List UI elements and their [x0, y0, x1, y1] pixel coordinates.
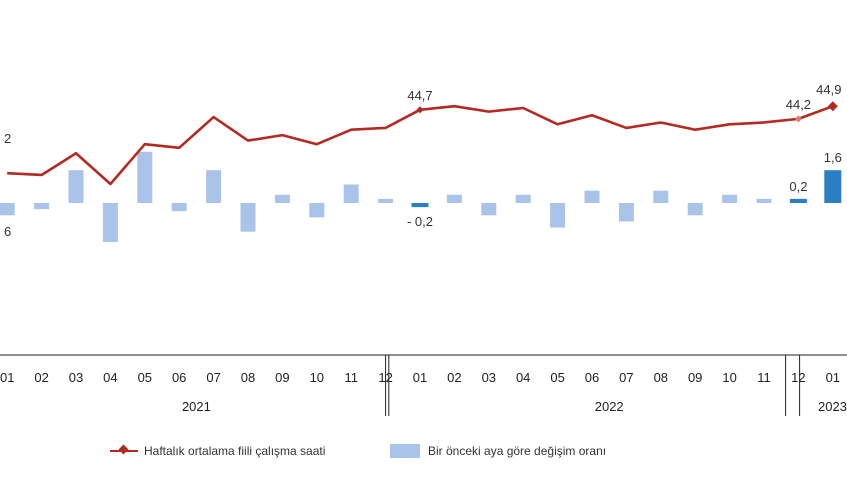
bar-16	[550, 203, 566, 228]
data-label-1: 6	[4, 224, 11, 239]
bar-0	[0, 203, 15, 216]
data-label-0: 2	[4, 131, 11, 146]
bar-23	[789, 198, 807, 203]
bar-19	[653, 190, 669, 203]
x-tick-label-17: 06	[585, 370, 599, 385]
x-tick-label-21: 10	[722, 370, 736, 385]
line-point-23	[794, 115, 802, 123]
x-tick-label-20: 09	[688, 370, 702, 385]
x-tick-label-12: 01	[413, 370, 427, 385]
bar-9	[309, 203, 325, 218]
x-tick-label-19: 08	[654, 370, 668, 385]
x-tick-label-2: 03	[69, 370, 83, 385]
legend-bar-swatch	[390, 444, 420, 458]
year-label-2023: 2023	[818, 399, 847, 414]
x-tick-label-6: 07	[206, 370, 220, 385]
x-tick-label-1: 02	[34, 370, 48, 385]
year-label-2021: 2021	[182, 399, 211, 414]
line-series	[7, 101, 838, 186]
bar-8	[274, 194, 290, 203]
x-tick-label-9: 10	[310, 370, 324, 385]
chart-area: 2 6 44,7 - 0,2 44,2 0,2 44,9 1,6 01 02 03 04 05 06 07…	[0, 82, 847, 416]
legend-label-line: Haftalık ortalama fiili çalışma saati	[144, 444, 326, 458]
bar-11	[378, 198, 394, 203]
x-tick-label-18: 07	[619, 370, 633, 385]
data-label-4: 44,2	[786, 97, 811, 112]
bar-15	[515, 194, 531, 203]
bar-5	[171, 203, 187, 212]
bar-21	[722, 194, 738, 203]
x-tick-label-16: 05	[550, 370, 564, 385]
x-tick-label-3: 04	[103, 370, 117, 385]
bar-20	[687, 203, 703, 216]
x-tick-label-14: 03	[482, 370, 496, 385]
legend-label-bar: Bir önceki aya göre değişim oranı	[428, 444, 607, 458]
x-tick-label-15: 04	[516, 370, 530, 385]
bar-14	[481, 203, 497, 216]
bar-12	[411, 203, 429, 208]
x-tick-label-7: 08	[241, 370, 255, 385]
x-tick-label-10: 11	[344, 370, 358, 385]
line-point-12	[416, 106, 424, 114]
bar-6	[206, 170, 222, 203]
x-tick-label-5: 06	[172, 370, 186, 385]
line-point-24	[827, 101, 838, 112]
data-label-6: 44,9	[816, 82, 841, 97]
x-tick-label-23: 12	[791, 370, 805, 385]
data-label-5: 0,2	[789, 179, 807, 194]
x-tick-label-24: 01	[826, 370, 840, 385]
year-label-2022: 2022	[595, 399, 624, 414]
bar-series	[0, 151, 842, 242]
bar-24	[824, 170, 842, 203]
line-path	[7, 104, 834, 186]
x-tick-label-22: 11	[757, 370, 771, 385]
data-labels: 2 6 44,7 - 0,2 44,2 0,2 44,9 1,6	[4, 82, 842, 239]
legend-diamond-icon	[118, 444, 129, 455]
bar-7	[240, 203, 256, 232]
bar-22	[756, 198, 772, 203]
bar-10	[343, 184, 359, 203]
data-label-2: 44,7	[407, 88, 432, 103]
x-tick-label-4: 05	[138, 370, 152, 385]
bar-17	[584, 190, 600, 203]
bar-2	[68, 170, 84, 203]
x-tick-label-8: 09	[275, 370, 289, 385]
bar-1	[34, 203, 50, 210]
bar-18	[618, 203, 634, 222]
data-label-3: - 0,2	[407, 214, 433, 229]
x-tick-label-13: 02	[447, 370, 461, 385]
bar-4	[137, 151, 153, 203]
data-label-7: 1,6	[824, 150, 842, 165]
bar-13	[446, 194, 462, 203]
legend-item-bar: Bir önceki aya göre değişim oranı	[390, 444, 606, 458]
legend-item-line: Haftalık ortalama fiili çalışma saati	[110, 444, 325, 458]
legend-line-swatch	[110, 444, 138, 455]
x-axis: 01 02 03 04 05 06 07 08 09 10 11 12 01 02 03 04 05 06 07 08…	[0, 354, 847, 416]
x-tick-label-0: 01	[0, 370, 14, 385]
bar-3	[102, 203, 118, 242]
legend: Haftalık ortalama fiili çalışma saati Bi…	[0, 444, 847, 464]
